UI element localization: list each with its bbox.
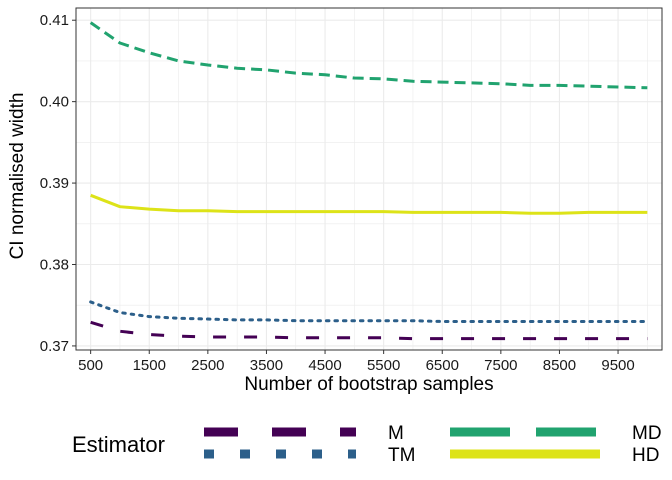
series-line-hd bbox=[90, 193, 648, 215]
x-axis-title: Number of bootstrap samples bbox=[244, 374, 493, 395]
x-tick-label: 4500 bbox=[308, 357, 341, 374]
legend-label-tm: TM bbox=[388, 445, 415, 466]
y-tick-label: 0.41 bbox=[40, 12, 69, 29]
x-tick-label: 2500 bbox=[191, 357, 224, 374]
legend-title: Estimator bbox=[72, 432, 165, 457]
x-tick-label: 1500 bbox=[133, 357, 166, 374]
legend-label-m: M bbox=[388, 423, 404, 444]
series-line-tm bbox=[89, 300, 649, 323]
plot-panel bbox=[75, 7, 663, 351]
x-tick-label: 7500 bbox=[484, 357, 517, 374]
x-tick-label: 6500 bbox=[426, 357, 459, 374]
x-tick-label: 3500 bbox=[250, 357, 283, 374]
y-tick-label: 0.37 bbox=[40, 338, 69, 355]
series-line-m bbox=[90, 320, 648, 341]
y-tick-label: 0.38 bbox=[40, 257, 69, 274]
legend-label-hd: HD bbox=[632, 445, 659, 466]
legend-label-md: MD bbox=[632, 423, 662, 444]
y-axis-title: CI normalised width bbox=[7, 93, 28, 260]
series-layer bbox=[89, 21, 649, 341]
y-tick-label: 0.40 bbox=[40, 94, 69, 111]
x-tick-label: 500 bbox=[78, 357, 103, 374]
grid-layer bbox=[76, 8, 662, 350]
x-tick-label: 9500 bbox=[601, 357, 634, 374]
x-tick-label: 8500 bbox=[543, 357, 576, 374]
x-axis: 500 1500 2500 3500 4500 5500 6500 7500 8500 9500 bbox=[78, 350, 635, 374]
y-axis: 0.37 0.38 0.39 0.40 0.41 bbox=[40, 12, 76, 355]
panel-border bbox=[75, 7, 663, 351]
y-tick-label: 0.39 bbox=[40, 175, 69, 192]
x-tick-label: 5500 bbox=[367, 357, 400, 374]
